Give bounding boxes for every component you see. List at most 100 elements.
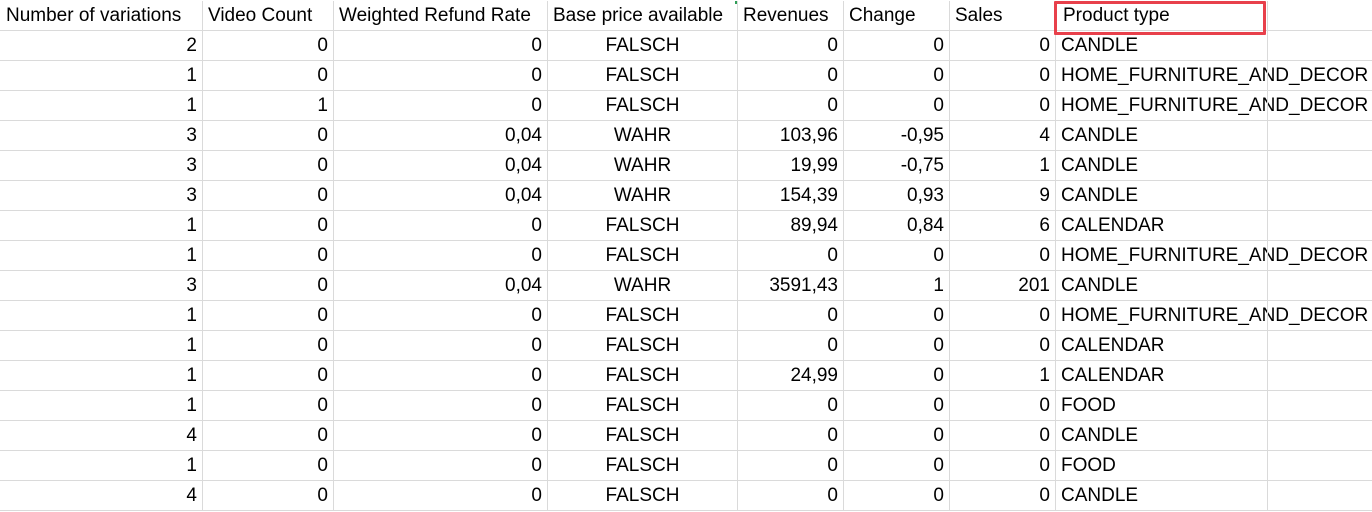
sales-cell[interactable]: 0 bbox=[950, 91, 1056, 121]
empty-cell[interactable] bbox=[1162, 181, 1268, 211]
change-cell[interactable]: 0 bbox=[844, 391, 950, 421]
empty-cell[interactable] bbox=[1268, 421, 1372, 451]
number-of-variations-cell[interactable]: 1 bbox=[0, 451, 203, 481]
sales-cell[interactable]: 0 bbox=[950, 31, 1056, 61]
weighted-refund-rate-cell[interactable]: 0 bbox=[334, 451, 548, 481]
number-of-variations-cell[interactable]: 3 bbox=[0, 151, 203, 181]
sales-cell[interactable]: 0 bbox=[950, 331, 1056, 361]
revenues-cell[interactable]: 0 bbox=[738, 31, 844, 61]
base-price-available-cell[interactable]: FALSCH bbox=[548, 391, 738, 421]
header-cell-product-type[interactable]: Product type bbox=[1056, 1, 1170, 31]
product-type-cell[interactable]: HOME_FURNITURE_AND_DECOR bbox=[1056, 61, 1368, 91]
revenues-cell[interactable]: 0 bbox=[738, 451, 844, 481]
video-count-cell[interactable]: 0 bbox=[203, 361, 334, 391]
number-of-variations-cell[interactable]: 1 bbox=[0, 61, 203, 91]
header-cell-revenues[interactable]: Revenues bbox=[738, 1, 844, 31]
base-price-available-cell[interactable]: FALSCH bbox=[548, 301, 738, 331]
change-cell[interactable]: 0,93 bbox=[844, 181, 950, 211]
weighted-refund-rate-cell[interactable]: 0 bbox=[334, 391, 548, 421]
video-count-cell[interactable]: 0 bbox=[203, 331, 334, 361]
empty-cell[interactable] bbox=[1268, 301, 1372, 331]
empty-cell[interactable] bbox=[1268, 451, 1372, 481]
header-cell-number-of-variations[interactable]: Number of variations bbox=[0, 1, 203, 31]
number-of-variations-cell[interactable]: 4 bbox=[0, 481, 203, 511]
product-type-cell[interactable]: CALENDAR bbox=[1056, 361, 1164, 391]
header-cell-sales[interactable]: Sales bbox=[950, 1, 1056, 31]
sales-cell[interactable]: 6 bbox=[950, 211, 1056, 241]
empty-cell[interactable] bbox=[1162, 271, 1268, 301]
number-of-variations-cell[interactable]: 3 bbox=[0, 181, 203, 211]
product-type-cell[interactable]: CANDLE bbox=[1056, 181, 1162, 211]
base-price-available-cell[interactable]: WAHR bbox=[548, 151, 738, 181]
video-count-cell[interactable]: 0 bbox=[203, 301, 334, 331]
empty-cell[interactable] bbox=[1268, 121, 1372, 151]
weighted-refund-rate-cell[interactable]: 0,04 bbox=[334, 151, 548, 181]
video-count-cell[interactable]: 0 bbox=[203, 421, 334, 451]
empty-cell[interactable] bbox=[1162, 331, 1268, 361]
product-type-cell[interactable]: CANDLE bbox=[1056, 151, 1162, 181]
number-of-variations-cell[interactable]: 1 bbox=[0, 211, 203, 241]
number-of-variations-cell[interactable]: 3 bbox=[0, 271, 203, 301]
revenues-cell[interactable]: 0 bbox=[738, 421, 844, 451]
header-cell-base-price-available[interactable]: Base price available bbox=[548, 1, 738, 31]
product-type-cell[interactable]: CANDLE bbox=[1056, 121, 1162, 151]
change-cell[interactable]: 0 bbox=[844, 331, 950, 361]
video-count-cell[interactable]: 0 bbox=[203, 181, 334, 211]
empty-cell[interactable] bbox=[1268, 181, 1372, 211]
base-price-available-cell[interactable]: WAHR bbox=[548, 271, 738, 301]
video-count-cell[interactable]: 1 bbox=[203, 91, 334, 121]
product-type-cell[interactable]: HOME_FURNITURE_AND_DECOR bbox=[1056, 301, 1368, 331]
revenues-cell[interactable]: 3591,43 bbox=[738, 271, 844, 301]
empty-cell[interactable] bbox=[1162, 361, 1268, 391]
weighted-refund-rate-cell[interactable]: 0 bbox=[334, 31, 548, 61]
empty-cell[interactable] bbox=[1268, 271, 1372, 301]
change-cell[interactable]: 0 bbox=[844, 241, 950, 271]
number-of-variations-cell[interactable]: 3 bbox=[0, 121, 203, 151]
header-cell-weighted-refund-rate[interactable]: Weighted Refund Rate bbox=[334, 1, 548, 31]
number-of-variations-cell[interactable]: 4 bbox=[0, 421, 203, 451]
base-price-available-cell[interactable]: FALSCH bbox=[548, 91, 738, 121]
sales-cell[interactable]: 9 bbox=[950, 181, 1056, 211]
base-price-available-cell[interactable]: FALSCH bbox=[548, 61, 738, 91]
weighted-refund-rate-cell[interactable]: 0 bbox=[334, 241, 548, 271]
empty-cell[interactable] bbox=[1162, 391, 1268, 421]
weighted-refund-rate-cell[interactable]: 0 bbox=[334, 481, 548, 511]
empty-cell[interactable] bbox=[1162, 91, 1268, 121]
weighted-refund-rate-cell[interactable]: 0 bbox=[334, 361, 548, 391]
empty-cell[interactable] bbox=[1268, 361, 1372, 391]
sales-cell[interactable]: 0 bbox=[950, 391, 1056, 421]
base-price-available-cell[interactable]: FALSCH bbox=[548, 421, 738, 451]
weighted-refund-rate-cell[interactable]: 0 bbox=[334, 91, 548, 121]
change-cell[interactable]: 0,84 bbox=[844, 211, 950, 241]
empty-cell[interactable] bbox=[1162, 451, 1268, 481]
product-type-cell[interactable]: FOOD bbox=[1056, 451, 1162, 481]
number-of-variations-cell[interactable]: 1 bbox=[0, 241, 203, 271]
sales-cell[interactable]: 0 bbox=[950, 61, 1056, 91]
change-cell[interactable]: 0 bbox=[844, 481, 950, 511]
sales-cell[interactable]: 201 bbox=[950, 271, 1056, 301]
empty-cell[interactable] bbox=[1162, 301, 1268, 331]
revenues-cell[interactable]: 0 bbox=[738, 61, 844, 91]
video-count-cell[interactable]: 0 bbox=[203, 271, 334, 301]
product-type-cell[interactable]: CALENDAR bbox=[1056, 331, 1164, 361]
sales-cell[interactable]: 0 bbox=[950, 481, 1056, 511]
product-type-cell[interactable]: CANDLE bbox=[1056, 271, 1162, 301]
weighted-refund-rate-cell[interactable]: 0,04 bbox=[334, 121, 548, 151]
base-price-available-cell[interactable]: FALSCH bbox=[548, 211, 738, 241]
number-of-variations-cell[interactable]: 1 bbox=[0, 391, 203, 421]
sales-cell[interactable]: 4 bbox=[950, 121, 1056, 151]
weighted-refund-rate-cell[interactable]: 0 bbox=[334, 211, 548, 241]
product-type-cell[interactable]: FOOD bbox=[1056, 391, 1162, 421]
empty-cell[interactable] bbox=[1268, 151, 1372, 181]
product-type-cell[interactable]: HOME_FURNITURE_AND_DECOR bbox=[1056, 91, 1368, 121]
change-cell[interactable]: 1 bbox=[844, 271, 950, 301]
empty-cell[interactable] bbox=[1162, 61, 1268, 91]
revenues-cell[interactable]: 0 bbox=[738, 331, 844, 361]
sales-cell[interactable]: 0 bbox=[950, 421, 1056, 451]
empty-cell[interactable] bbox=[1268, 241, 1372, 271]
video-count-cell[interactable]: 0 bbox=[203, 481, 334, 511]
sales-cell[interactable]: 1 bbox=[950, 151, 1056, 181]
video-count-cell[interactable]: 0 bbox=[203, 451, 334, 481]
number-of-variations-cell[interactable]: 2 bbox=[0, 31, 203, 61]
change-cell[interactable]: 0 bbox=[844, 61, 950, 91]
